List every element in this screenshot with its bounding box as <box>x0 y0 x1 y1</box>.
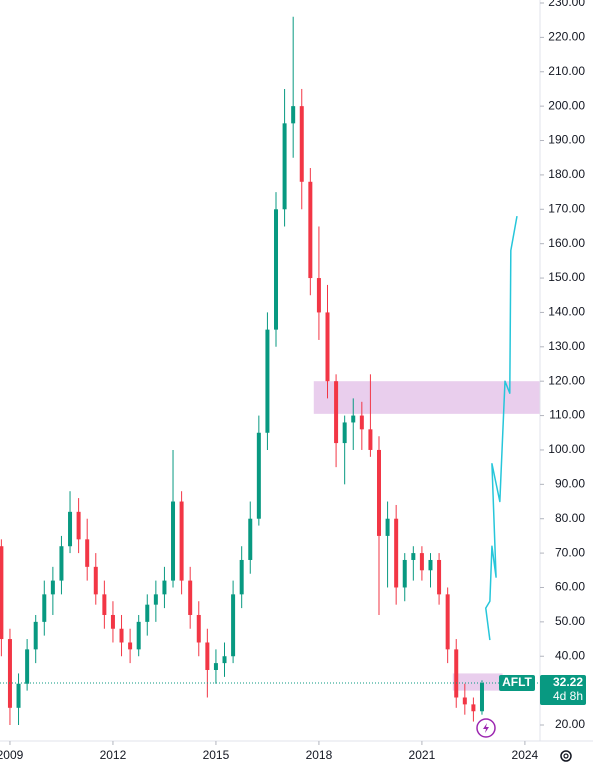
price-badge <box>540 674 586 705</box>
candle-body <box>25 649 30 684</box>
candle-body <box>256 432 261 519</box>
x-tick-label: 2012 <box>100 748 127 762</box>
candle-body <box>274 209 279 330</box>
settings-icon[interactable] <box>560 750 572 762</box>
candle-body <box>342 422 347 444</box>
y-tick-label: 180.00 <box>548 167 585 181</box>
candle-body <box>334 381 339 444</box>
candle-body <box>7 639 12 708</box>
candle-body <box>454 649 459 698</box>
y-tick-label: 150.00 <box>548 270 585 284</box>
candle-body <box>437 559 442 595</box>
y-tick-label: 70.00 <box>555 545 585 559</box>
candle-body <box>462 697 467 705</box>
candle-body <box>385 518 390 536</box>
candle-body <box>196 614 201 643</box>
candle-body <box>402 559 407 588</box>
candle-body <box>308 181 313 279</box>
countdown-label: 4d 8h <box>553 689 583 703</box>
candle-body <box>128 642 133 650</box>
candle-body <box>411 553 416 560</box>
y-tick-label: 60.00 <box>555 580 585 594</box>
candle-body <box>299 106 304 182</box>
x-tick-label: 2024 <box>512 748 539 762</box>
candle-body <box>42 594 47 622</box>
candle-body <box>85 539 90 567</box>
y-tick-label: 130.00 <box>548 339 585 353</box>
zone <box>313 381 540 414</box>
gear <box>560 750 572 762</box>
candle-body <box>231 594 236 657</box>
candle-body <box>239 559 244 595</box>
candle-body <box>50 580 55 595</box>
candle-body <box>171 501 176 581</box>
candle-body <box>119 628 124 643</box>
y-tick-label: 100.00 <box>548 442 585 456</box>
y-tick-label: 170.00 <box>548 201 585 215</box>
x-tick-label: 2009 <box>0 748 24 762</box>
candle-body <box>59 546 64 581</box>
y-tick-label: 50.00 <box>555 614 585 628</box>
candle-body <box>428 559 433 571</box>
candle-body <box>291 106 296 124</box>
candle-body <box>93 566 98 595</box>
candle-body <box>479 682 484 712</box>
candle-body <box>205 642 210 670</box>
candle-body <box>351 415 356 423</box>
candle-body <box>110 614 115 629</box>
symbol-badge <box>499 674 535 691</box>
y-tick-label: 230.00 <box>548 0 585 9</box>
plot-area <box>0 16 540 725</box>
y-tick-label: 110.00 <box>549 408 585 422</box>
y-tick-label: 190.00 <box>548 133 585 147</box>
x-tick-label: 2021 <box>409 748 436 762</box>
x-tick-label: 2018 <box>306 748 333 762</box>
candle-body <box>162 580 167 595</box>
candle-body <box>68 511 73 547</box>
candle-body <box>136 621 141 650</box>
symbol-label: AFLT <box>502 675 532 689</box>
y-tick-label: 90.00 <box>555 477 585 491</box>
y-tick-label: 40.00 <box>555 648 585 662</box>
y-tick-label: 20.00 <box>555 717 585 731</box>
candle-body <box>16 683 21 708</box>
y-tick-label: 160.00 <box>548 236 585 250</box>
y-tick-label: 120.00 <box>548 373 585 387</box>
candle-body <box>394 518 399 588</box>
bolt <box>483 723 489 733</box>
gear-hub <box>563 753 569 759</box>
candle-body <box>248 518 253 560</box>
y-tick-label: 210.00 <box>548 64 585 78</box>
candle-body <box>471 704 476 712</box>
projection-line <box>485 216 518 641</box>
candle-body <box>265 329 270 433</box>
candle-body <box>33 621 38 650</box>
zone <box>452 673 503 691</box>
y-tick-label: 200.00 <box>548 98 585 112</box>
candle-body <box>102 594 107 615</box>
candle-body <box>419 553 424 571</box>
candle-body <box>76 511 81 540</box>
candle-body <box>222 656 227 664</box>
candle-body <box>445 594 450 650</box>
candle-body <box>368 429 373 450</box>
y-tick-label: 140.00 <box>548 305 585 319</box>
candle-body <box>213 663 218 670</box>
candle-body <box>316 278 321 313</box>
candle-body <box>179 501 184 581</box>
candle-body <box>282 123 287 210</box>
candle-body <box>325 312 330 382</box>
candle-body <box>153 594 158 605</box>
x-tick-label: 2015 <box>203 748 230 762</box>
candle-body <box>145 604 150 622</box>
candle-body <box>376 449 381 536</box>
y-tick-label: 220.00 <box>548 30 585 44</box>
lightning-icon[interactable] <box>476 718 496 738</box>
candle-body <box>359 415 364 430</box>
y-tick-label: 80.00 <box>555 511 585 525</box>
candle-body <box>0 546 4 640</box>
candle-body <box>188 580 193 615</box>
last-price-label: 32.22 <box>553 675 583 689</box>
